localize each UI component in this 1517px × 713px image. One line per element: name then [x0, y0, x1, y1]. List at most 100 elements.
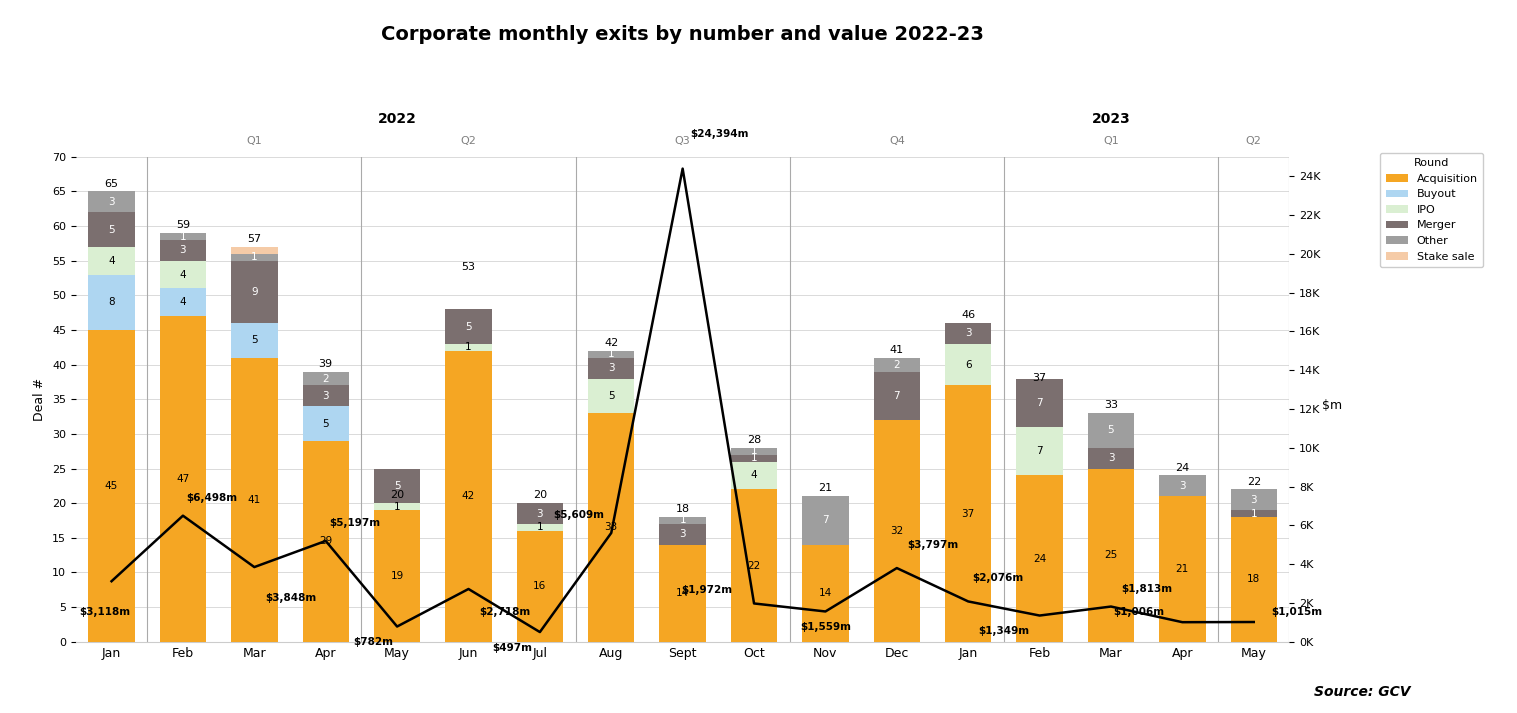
Text: 4: 4	[751, 471, 757, 481]
Text: 7: 7	[1036, 398, 1042, 408]
Text: 5: 5	[608, 391, 614, 401]
Bar	[660, 524, 705, 545]
Text: 3: 3	[1107, 453, 1115, 463]
Bar	[1159, 496, 1206, 642]
Bar	[231, 261, 278, 323]
Text: 18: 18	[675, 504, 690, 514]
Bar	[731, 489, 777, 642]
Text: 3: 3	[108, 197, 115, 207]
Bar	[231, 323, 278, 358]
Bar	[231, 247, 278, 254]
Text: 8: 8	[108, 297, 115, 307]
Text: 41: 41	[247, 495, 261, 505]
Bar	[945, 386, 992, 642]
Text: 1: 1	[179, 232, 187, 242]
Text: 5: 5	[394, 481, 400, 491]
Text: 1: 1	[466, 342, 472, 352]
Bar	[589, 379, 634, 413]
Text: Q2: Q2	[1245, 136, 1262, 146]
Bar	[446, 344, 492, 351]
Text: 16: 16	[534, 581, 546, 591]
Bar	[1159, 476, 1206, 496]
Bar	[302, 371, 349, 386]
Text: $5,609m: $5,609m	[554, 511, 604, 520]
Bar	[1016, 379, 1063, 427]
Text: 57: 57	[247, 234, 261, 244]
Text: 5: 5	[108, 225, 115, 235]
Text: 22: 22	[1247, 476, 1261, 486]
Text: 41: 41	[890, 345, 904, 355]
Bar	[159, 316, 206, 642]
Bar	[159, 233, 206, 240]
Bar	[874, 358, 919, 371]
Text: Q2: Q2	[461, 136, 476, 146]
Bar	[88, 247, 135, 275]
Text: 33: 33	[605, 523, 617, 533]
Bar	[874, 371, 919, 420]
Text: $3,848m: $3,848m	[265, 593, 316, 603]
Bar	[1088, 468, 1135, 642]
Text: 7: 7	[822, 515, 828, 525]
Text: 37: 37	[962, 508, 975, 518]
Text: 5: 5	[1107, 426, 1115, 436]
Text: 20: 20	[390, 491, 404, 501]
Text: 24: 24	[1176, 463, 1189, 473]
Text: 1: 1	[250, 252, 258, 262]
Bar	[373, 468, 420, 503]
Text: 21: 21	[818, 483, 833, 493]
Text: Q1: Q1	[1103, 136, 1120, 146]
Bar	[1230, 489, 1277, 510]
Bar	[1016, 476, 1063, 642]
Text: $1,813m: $1,813m	[1121, 584, 1173, 594]
Text: $1,015m: $1,015m	[1271, 607, 1323, 617]
Text: $2,076m: $2,076m	[972, 573, 1022, 583]
Text: $3,797m: $3,797m	[907, 540, 959, 550]
Text: 22: 22	[748, 560, 760, 570]
Text: 5: 5	[323, 419, 329, 429]
Text: $782m: $782m	[353, 637, 393, 647]
Text: 14: 14	[677, 588, 689, 598]
Bar	[874, 420, 919, 642]
Text: 6: 6	[965, 359, 971, 369]
Bar	[1088, 413, 1135, 448]
Text: 59: 59	[176, 220, 190, 230]
Bar	[373, 510, 420, 642]
Bar	[88, 192, 135, 212]
Bar	[1088, 448, 1135, 468]
Bar	[945, 344, 992, 386]
Text: 4: 4	[179, 297, 187, 307]
Bar	[660, 545, 705, 642]
Legend: Acquisition, Buyout, IPO, Merger, Other, Stake sale: Acquisition, Buyout, IPO, Merger, Other,…	[1380, 153, 1484, 267]
Text: $6,498m: $6,498m	[187, 493, 238, 503]
Text: 2: 2	[894, 359, 900, 369]
Text: 5: 5	[250, 335, 258, 345]
Text: 2022: 2022	[378, 112, 417, 125]
Text: 37: 37	[1033, 373, 1047, 383]
Text: 3: 3	[323, 391, 329, 401]
Text: 7: 7	[894, 391, 900, 401]
Text: Corporate monthly exits by number and value 2022-23: Corporate monthly exits by number and va…	[381, 25, 985, 44]
Text: 2: 2	[323, 374, 329, 384]
Text: 65: 65	[105, 179, 118, 189]
Text: 4: 4	[179, 270, 187, 279]
Text: Q1: Q1	[246, 136, 262, 146]
Bar	[88, 330, 135, 642]
Bar	[517, 503, 563, 524]
Text: 9: 9	[250, 287, 258, 297]
Text: 3: 3	[1179, 481, 1186, 491]
Bar	[159, 289, 206, 316]
Text: 19: 19	[390, 571, 404, 581]
Text: 1: 1	[751, 446, 757, 456]
Bar	[660, 517, 705, 524]
Text: Source: GCV: Source: GCV	[1314, 684, 1411, 699]
Text: 53: 53	[461, 262, 475, 272]
Bar	[802, 496, 848, 545]
Text: 1: 1	[751, 453, 757, 463]
Bar	[517, 524, 563, 531]
Text: $3,118m: $3,118m	[79, 607, 130, 617]
Bar	[302, 441, 349, 642]
Bar	[231, 254, 278, 261]
Text: 29: 29	[319, 536, 332, 546]
Text: 1: 1	[537, 523, 543, 533]
Bar	[231, 358, 278, 642]
